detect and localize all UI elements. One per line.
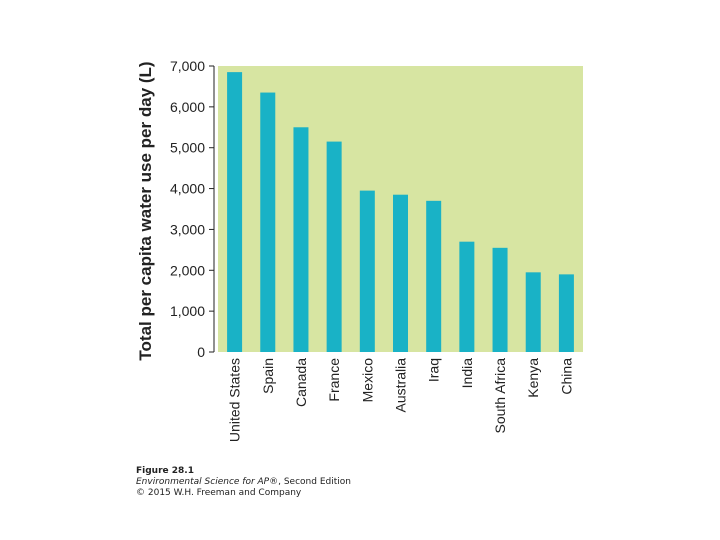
x-tick-label: China	[558, 358, 574, 395]
y-tick-label: 4,000	[170, 181, 205, 197]
bar-china	[558, 274, 574, 352]
x-tick-label: United States	[227, 358, 243, 442]
x-tick-label: South Africa	[492, 358, 508, 434]
x-tick-label: India	[459, 358, 475, 389]
book-edition: , Second Edition	[278, 477, 351, 487]
book-title: Environmental Science for AP®	[136, 477, 279, 487]
x-tick-label: Kenya	[525, 358, 541, 398]
bar-india	[459, 241, 475, 352]
bar-spain	[260, 92, 276, 353]
bar-kenya	[525, 272, 541, 352]
y-tick-label: 5,000	[170, 140, 205, 156]
x-tick-label: Spain	[260, 358, 276, 394]
figure-source: Environmental Science for AP®, Second Ed…	[136, 477, 536, 488]
x-tick-label: Canada	[293, 358, 309, 407]
water-use-bar-chart: 0 1,000 2,000 3,000 4,000 5,000 6,000 7,000 Uni…	[136, 58, 583, 442]
x-tick-label: France	[326, 358, 342, 402]
x-tick-label: Iraq	[426, 358, 442, 382]
bar-canada	[293, 127, 309, 353]
x-tick-label: Mexico	[359, 358, 375, 403]
bar-mexico	[359, 190, 375, 352]
y-tick-label: 7,000	[170, 58, 205, 74]
bar-south-africa	[492, 247, 508, 352]
y-tick-label: 2,000	[170, 262, 205, 278]
bar-france	[326, 141, 342, 352]
figure-caption: Figure 28.1 Environmental Science for AP…	[136, 466, 536, 499]
bar-united-states	[227, 72, 243, 352]
y-tick-label: 3,000	[170, 221, 205, 237]
bar-iraq	[426, 200, 442, 352]
copyright-line: © 2015 W.H. Freeman and Company	[136, 488, 302, 498]
y-axis-label: Total per capita water use per day (L)	[136, 61, 155, 360]
y-tick-label: 1,000	[170, 303, 205, 319]
x-tick-label: Australia	[393, 358, 409, 413]
figure-label: Figure 28.1	[136, 466, 194, 476]
bar-australia	[393, 194, 408, 352]
y-tick-label: 0	[197, 344, 205, 360]
y-tick-label: 6,000	[170, 99, 205, 115]
